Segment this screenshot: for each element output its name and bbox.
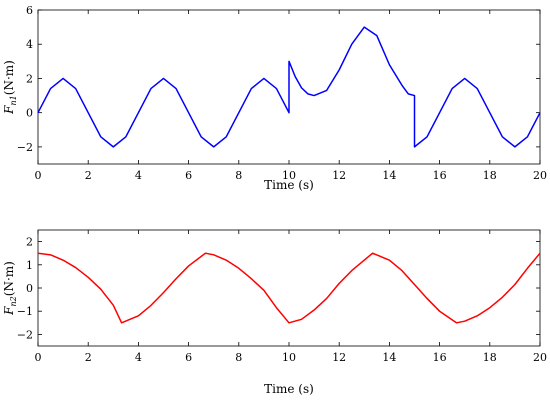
x-tick-label: 16 bbox=[433, 169, 447, 182]
x-tick-label: 20 bbox=[533, 351, 547, 364]
x-tick-label: 2 bbox=[85, 169, 92, 182]
x-tick-label: 6 bbox=[185, 351, 192, 364]
x-tick-label: 4 bbox=[135, 351, 142, 364]
x-axis-label: Time (s) bbox=[264, 382, 314, 396]
y-tick-label: −1 bbox=[17, 305, 33, 318]
y-tick-label: 4 bbox=[26, 38, 33, 51]
x-tick-label: 10 bbox=[282, 169, 296, 182]
x-tick-label: 6 bbox=[185, 169, 192, 182]
y-axis-label: Fn1(N·m) bbox=[2, 60, 18, 115]
x-tick-label: 16 bbox=[433, 351, 447, 364]
x-tick-label: 0 bbox=[35, 169, 42, 182]
y-tick-label: 2 bbox=[26, 236, 33, 249]
series-line-1 bbox=[37, 26, 541, 148]
y-tick-label: −2 bbox=[17, 328, 33, 341]
x-tick-label: 20 bbox=[533, 169, 547, 182]
x-tick-label: 12 bbox=[332, 351, 346, 364]
y-tick-label: 6 bbox=[26, 4, 33, 17]
y-tick-label: 0 bbox=[26, 282, 33, 295]
y-tick-label: 1 bbox=[26, 259, 33, 272]
x-tick-label: 12 bbox=[332, 169, 346, 182]
panel-top: 0 2 4 6 8 10 12 14 16 18 20 −2 0 2 4 6 Time (s) Fn1(N·m) bbox=[2, 4, 547, 192]
x-tick-label: 0 bbox=[35, 351, 42, 364]
x-tick-label: 14 bbox=[382, 351, 396, 364]
x-tick-label: 10 bbox=[282, 351, 296, 364]
plot-frame bbox=[37, 229, 541, 347]
x-tick-label: 8 bbox=[235, 351, 242, 364]
y-tick-label: −2 bbox=[17, 141, 33, 154]
x-tick-label: 18 bbox=[483, 351, 497, 364]
x-axis-label: Time (s) bbox=[264, 178, 314, 192]
x-tick-label: 4 bbox=[135, 169, 142, 182]
y-tick-label: 0 bbox=[26, 107, 33, 120]
x-tick-label: 18 bbox=[483, 169, 497, 182]
x-tick-label: 2 bbox=[85, 351, 92, 364]
x-tick-label: 14 bbox=[382, 169, 396, 182]
series-line-2 bbox=[37, 252, 541, 324]
y-tick-label: 2 bbox=[26, 72, 33, 85]
y-axis-label: Fn2(N·m) bbox=[2, 261, 18, 316]
x-tick-label: 8 bbox=[235, 169, 242, 182]
